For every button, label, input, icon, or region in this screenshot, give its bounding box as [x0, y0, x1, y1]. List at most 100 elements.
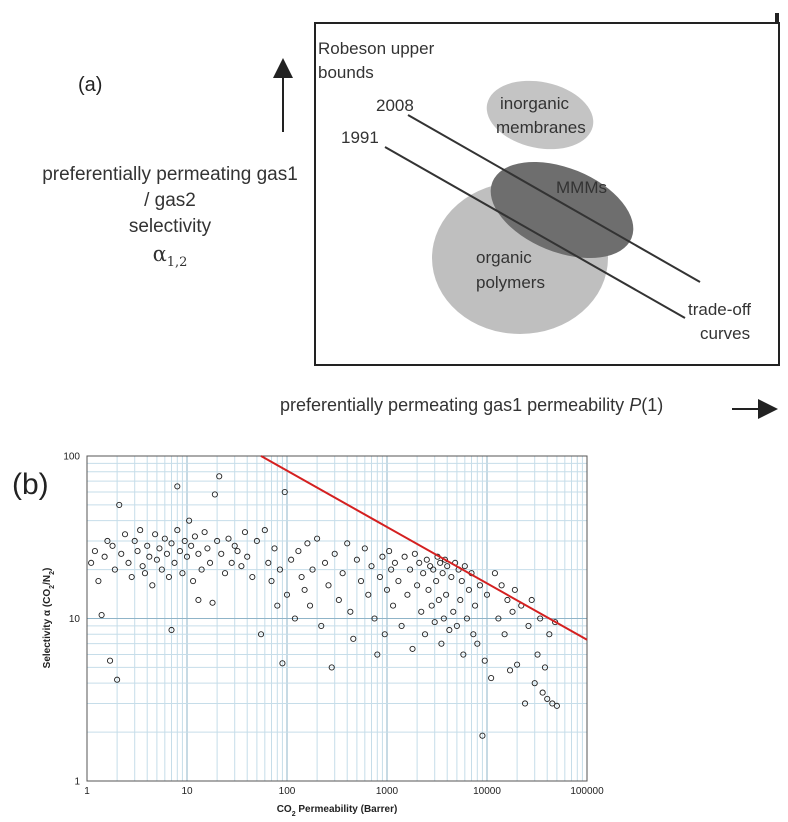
- data-point: [488, 675, 495, 682]
- data-point: [174, 483, 181, 490]
- panel-b-ylabel-mid: /N: [42, 575, 53, 585]
- data-point: [440, 615, 447, 622]
- data-point: [276, 566, 283, 573]
- data-point: [165, 573, 173, 581]
- data-point: [390, 602, 397, 609]
- data-point: [274, 602, 281, 609]
- data-point: [195, 596, 202, 604]
- data-point: [525, 622, 532, 629]
- data-point: [353, 556, 360, 563]
- data-point: [460, 651, 467, 658]
- data-point: [374, 651, 381, 658]
- data-point: [541, 664, 549, 671]
- inorganic-label-2: membranes: [496, 118, 586, 137]
- data-point: [376, 573, 383, 581]
- data-point: [306, 602, 314, 609]
- data-point: [509, 608, 516, 615]
- data-point: [257, 631, 265, 638]
- data-point: [431, 619, 438, 626]
- data-point: [450, 608, 457, 615]
- data-point: [379, 553, 386, 560]
- data-point: [283, 591, 291, 598]
- data-point: [414, 582, 421, 589]
- data-point: [211, 491, 218, 498]
- x-tick-label: 10: [181, 786, 193, 797]
- data-point: [433, 578, 440, 585]
- data-point: [153, 556, 160, 563]
- data-point: [361, 545, 368, 552]
- data-point: [95, 578, 102, 585]
- data-point: [420, 570, 427, 577]
- data-point: [168, 626, 175, 634]
- panel-b-grid: [86, 456, 587, 782]
- data-point: [268, 578, 275, 585]
- data-point: [365, 591, 372, 598]
- x-tick-label: 1000: [376, 786, 399, 797]
- data-point: [121, 531, 129, 538]
- data-point: [304, 540, 311, 547]
- data-point: [209, 599, 216, 606]
- data-point: [176, 548, 183, 555]
- data-point: [491, 570, 498, 577]
- data-point: [553, 702, 560, 709]
- data-point: [406, 566, 414, 573]
- y-tick-label: 10: [69, 614, 81, 625]
- data-point: [386, 548, 393, 555]
- robeson-2008-line: [407, 114, 701, 283]
- panel-b-xlabel-main: CO: [277, 804, 292, 815]
- data-point: [328, 664, 335, 671]
- data-point: [204, 545, 211, 552]
- bounds-title-line-1: Robeson upper: [318, 39, 435, 58]
- year-1991-label: 1991: [341, 128, 379, 147]
- data-point: [301, 586, 308, 593]
- panel-b-ylabel-end: ): [42, 568, 53, 571]
- data-point: [206, 559, 214, 566]
- data-point: [501, 631, 508, 638]
- robeson-1991-line: [384, 146, 686, 319]
- data-point: [201, 529, 208, 536]
- data-point: [139, 563, 146, 570]
- data-point: [514, 661, 521, 668]
- panel-a-xlabel-suffix: (1): [641, 395, 664, 415]
- data-point: [214, 537, 221, 545]
- data-point: [404, 591, 411, 598]
- data-point: [371, 615, 378, 622]
- panel-a-ylabel-line-2: / gas2: [144, 190, 196, 211]
- data-point: [106, 657, 114, 664]
- data-point: [425, 586, 432, 593]
- panel-b-plot-frame: [86, 455, 588, 782]
- data-point: [453, 622, 460, 629]
- panel-a-xlabel-var: P: [629, 395, 642, 415]
- panel-b-points: [88, 473, 560, 739]
- data-point: [309, 566, 316, 573]
- data-point: [546, 631, 553, 638]
- data-point: [388, 566, 395, 573]
- panel-a-xlabel-prefix: preferentially permeating gas1 permeabil…: [280, 395, 630, 415]
- data-point: [152, 531, 159, 538]
- data-point: [279, 660, 286, 667]
- data-point: [231, 542, 238, 549]
- data-point: [511, 586, 518, 593]
- tradeoff-label-2: curves: [700, 324, 750, 343]
- data-point: [149, 582, 156, 589]
- year-2008-label: 2008: [376, 96, 414, 115]
- data-point: [281, 489, 288, 496]
- data-point: [474, 640, 481, 647]
- data-point: [171, 559, 178, 566]
- data-point: [409, 645, 416, 652]
- data-point: [395, 578, 402, 585]
- panel-b-ylabel-sub2: 2: [49, 571, 56, 575]
- data-point: [401, 553, 408, 560]
- data-point: [125, 559, 132, 566]
- data-point: [335, 596, 342, 604]
- data-point: [344, 540, 351, 547]
- data-point: [539, 689, 546, 696]
- data-point: [104, 537, 111, 545]
- data-point: [498, 582, 505, 589]
- data-point: [261, 527, 268, 534]
- data-point: [128, 573, 135, 581]
- data-point: [347, 608, 354, 615]
- data-point: [549, 700, 556, 707]
- data-point: [448, 573, 455, 581]
